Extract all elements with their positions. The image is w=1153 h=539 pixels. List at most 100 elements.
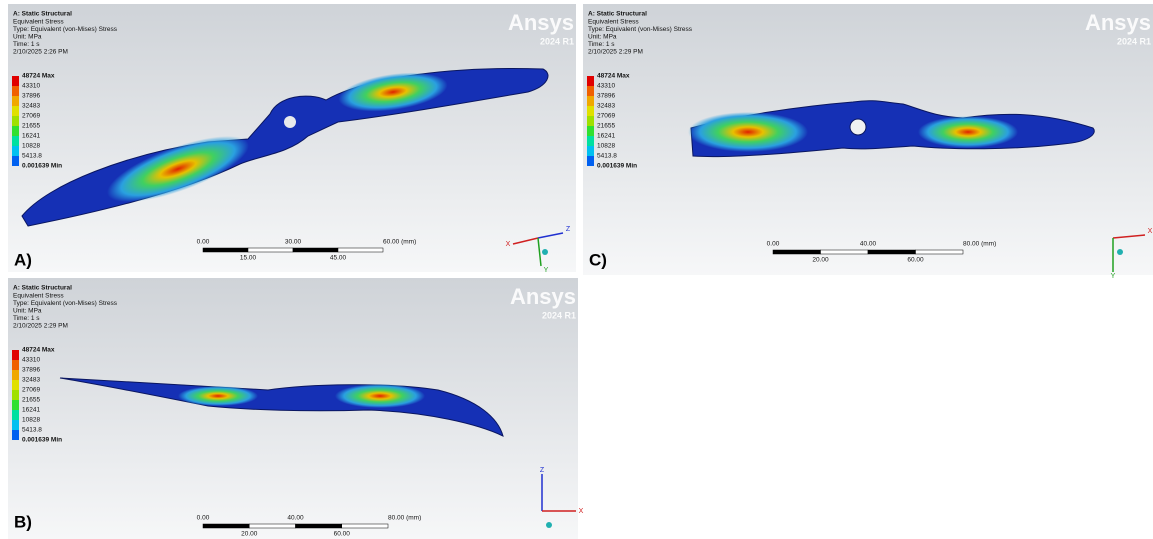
header-line: Time: 1 s xyxy=(13,41,40,48)
triad-label: Z xyxy=(566,226,571,233)
legend-value: 5413.8 xyxy=(22,427,42,434)
header-line: Type: Equivalent (von-Mises) Stress xyxy=(13,26,118,33)
header-line: Unit: MPa xyxy=(588,34,617,41)
scale-segment xyxy=(342,524,388,528)
stress-zone xyxy=(688,112,808,152)
legend-value: 10828 xyxy=(597,143,615,150)
logo: Ansys xyxy=(510,284,576,309)
header-line: Type: Equivalent (von-Mises) Stress xyxy=(13,300,118,307)
legend-value: 32483 xyxy=(22,103,40,110)
scale-segment xyxy=(868,250,916,254)
scale-label: 45.00 xyxy=(330,255,347,262)
header-line: 2/10/2025 2:29 PM xyxy=(588,49,643,56)
legend-swatch xyxy=(12,350,19,360)
legend-value: 0.001639 Min xyxy=(597,163,637,170)
panel-label: A) xyxy=(14,250,32,269)
scale-label: 40.00 xyxy=(287,515,304,522)
legend-value: 43310 xyxy=(22,83,40,90)
header-line: A: Static Structural xyxy=(13,11,72,18)
triad-origin xyxy=(542,249,548,255)
panel-label: B) xyxy=(14,512,32,531)
stress-zone xyxy=(918,116,1018,148)
header-line: Unit: MPa xyxy=(13,308,42,315)
legend-value: 27069 xyxy=(597,113,615,120)
legend-value: 32483 xyxy=(597,103,615,110)
legend-swatch xyxy=(12,420,19,430)
scale-label: 0.00 xyxy=(197,239,210,246)
scale-label: 60.00 xyxy=(907,257,924,264)
scale-segment xyxy=(203,248,248,252)
legend-value: 16241 xyxy=(597,133,615,140)
figure: A: Static StructuralEquivalent StressTyp… xyxy=(0,0,1153,539)
stress-zone xyxy=(335,384,425,408)
triad-label: Y xyxy=(1111,273,1116,280)
header-line: Time: 1 s xyxy=(13,315,40,322)
panel-label: C) xyxy=(589,250,607,269)
legend-value: 43310 xyxy=(22,357,40,364)
legend-value: 37896 xyxy=(22,93,40,100)
scale-label: 0.00 xyxy=(767,241,780,248)
scale-segment xyxy=(249,524,295,528)
legend-value: 0.001639 Min xyxy=(22,437,62,444)
legend-value: 0.001639 Min xyxy=(22,163,62,170)
scale-segment xyxy=(338,248,383,252)
logo-version: 2024 R1 xyxy=(1117,36,1151,46)
legend-swatch xyxy=(587,126,594,136)
header-line: Time: 1 s xyxy=(588,41,615,48)
header-line: 2/10/2025 2:26 PM xyxy=(13,49,68,56)
triad-label: X xyxy=(506,241,511,248)
scale-label: 60.00 (mm) xyxy=(383,239,416,246)
legend-value: 37896 xyxy=(22,367,40,374)
triad-label: X xyxy=(1148,228,1153,235)
legend-swatch xyxy=(587,106,594,116)
scale-label: 40.00 xyxy=(860,241,877,248)
legend-swatch xyxy=(12,96,19,106)
legend-value: 43310 xyxy=(597,83,615,90)
scale-label: 60.00 xyxy=(334,531,351,538)
triad-origin xyxy=(546,522,552,528)
legend-value: 27069 xyxy=(22,113,40,120)
header-line: Equivalent Stress xyxy=(13,292,64,299)
legend-value: 16241 xyxy=(22,407,40,414)
legend-value: 32483 xyxy=(22,377,40,384)
legend-value: 27069 xyxy=(22,387,40,394)
legend-swatch xyxy=(12,86,19,96)
hub-hole xyxy=(284,116,296,128)
legend-swatch xyxy=(12,410,19,420)
legend-value: 21655 xyxy=(597,123,615,130)
scale-segment xyxy=(203,524,249,528)
legend-swatch xyxy=(12,136,19,146)
stress-zone xyxy=(178,386,258,406)
scale-label: 20.00 xyxy=(241,531,258,538)
scale-segment xyxy=(916,250,964,254)
scale-segment xyxy=(296,524,342,528)
legend-swatch xyxy=(12,126,19,136)
legend-value: 48724 Max xyxy=(22,347,55,354)
legend-value: 37896 xyxy=(597,93,615,100)
legend-swatch xyxy=(587,136,594,146)
hub-hole xyxy=(850,119,866,135)
scale-label: 0.00 xyxy=(197,515,210,522)
legend-swatch xyxy=(12,76,19,86)
legend-swatch xyxy=(12,106,19,116)
legend-swatch xyxy=(587,156,594,166)
legend-swatch xyxy=(12,360,19,370)
legend-swatch xyxy=(12,400,19,410)
legend-swatch xyxy=(587,76,594,86)
legend-value: 48724 Max xyxy=(22,73,55,80)
scale-segment xyxy=(773,250,821,254)
header-line: Equivalent Stress xyxy=(588,18,639,25)
legend-swatch xyxy=(587,116,594,126)
scale-label: 80.00 (mm) xyxy=(388,515,421,522)
header-line: Equivalent Stress xyxy=(13,18,64,25)
legend-value: 21655 xyxy=(22,397,40,404)
header-line: Type: Equivalent (von-Mises) Stress xyxy=(588,26,693,33)
legend-value: 48724 Max xyxy=(597,73,630,80)
header-line: 2/10/2025 2:29 PM xyxy=(13,323,68,330)
scale-label: 20.00 xyxy=(812,257,829,264)
legend-swatch xyxy=(12,116,19,126)
logo: Ansys xyxy=(508,10,574,35)
scale-label: 80.00 (mm) xyxy=(963,241,996,248)
